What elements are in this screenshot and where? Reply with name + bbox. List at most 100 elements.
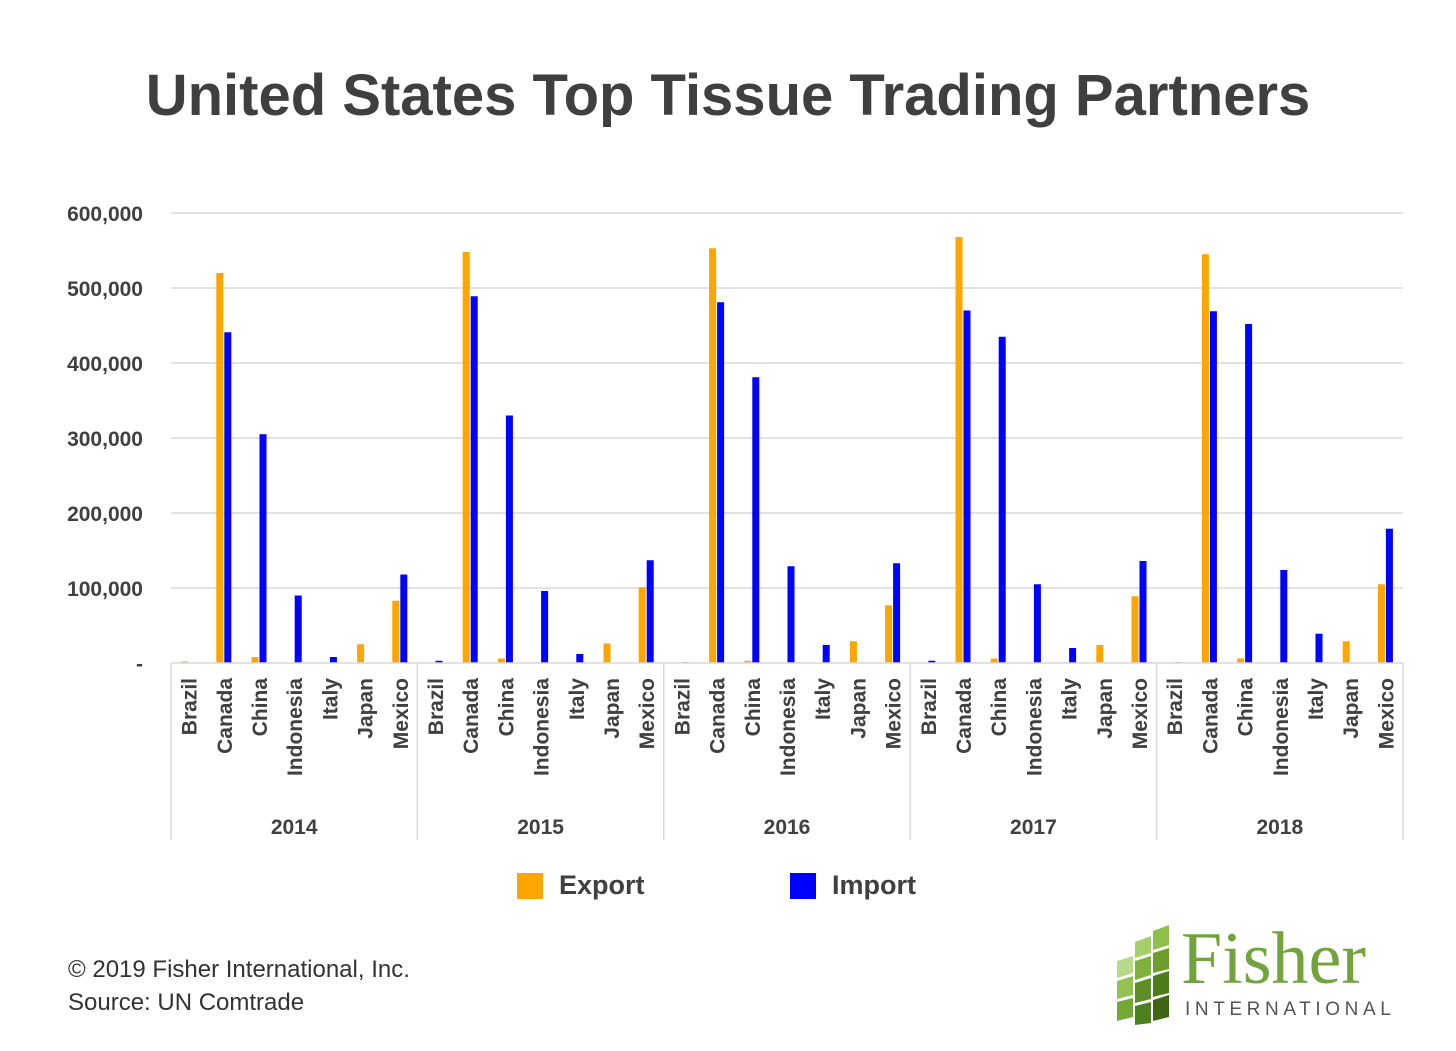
bar-import (717, 302, 725, 663)
x-category-label: Mexico (883, 678, 906, 749)
x-category-label: Brazil (425, 678, 448, 735)
x-category-label: Japan (847, 678, 870, 739)
x-category-label: China (1235, 678, 1258, 737)
x-category-label: Italy (1305, 678, 1328, 720)
x-category-label: Italy (319, 678, 342, 720)
y-tick-label: 300,000 (67, 428, 143, 451)
x-category-label: Indonesia (777, 678, 800, 776)
fisher-logo-mark-icon (1117, 925, 1169, 1025)
bar-import (752, 377, 760, 663)
bar-export (216, 273, 224, 663)
bars (181, 237, 1393, 663)
bar-import (576, 654, 584, 663)
fisher-logo: Fisher INTERNATIONAL (1115, 919, 1415, 1025)
gridlines (171, 212, 1403, 589)
bar-import (1209, 311, 1217, 663)
x-group-label: 2016 (764, 816, 811, 839)
x-category-label: China (742, 678, 765, 737)
x-category-label: Canada (707, 678, 730, 754)
logo-subtitle: INTERNATIONAL (1185, 999, 1396, 1020)
x-category-label: Japan (1340, 678, 1363, 739)
legend-swatch-export (517, 872, 543, 899)
x-group-label: 2018 (1256, 816, 1303, 839)
bar-import (928, 660, 936, 663)
footer: © 2019 Fisher International, Inc. Source… (68, 953, 410, 1019)
x-category-label: Indonesia (531, 678, 554, 776)
y-tick-label: 200,000 (67, 503, 143, 526)
x-group-label: 2017 (1010, 816, 1057, 839)
copyright-text: © 2019 Fisher International, Inc. (68, 956, 410, 983)
legend-item-export: Export (517, 870, 645, 901)
bar-import (1069, 648, 1077, 663)
bar-export (1131, 596, 1139, 663)
bar-import (259, 434, 267, 663)
x-category-label: Indonesia (1023, 678, 1046, 776)
bar-export (497, 658, 505, 663)
bar-import (893, 563, 901, 663)
bar-import (787, 566, 795, 663)
bar-import (541, 591, 549, 663)
source-text: Source: UN Comtrade (68, 989, 305, 1016)
bar-export (357, 644, 365, 663)
y-tick-label: - (136, 653, 143, 676)
x-category-label: Mexico (1129, 678, 1152, 749)
x-category-label: China (988, 678, 1011, 737)
x-category-label: Brazil (1164, 678, 1187, 735)
x-category-label: Canada (953, 678, 976, 754)
bar-import (1033, 584, 1041, 663)
x-category-label: China (249, 678, 272, 737)
bar-import (329, 657, 337, 663)
x-category-label: Canada (460, 678, 483, 754)
bar-export (709, 248, 717, 663)
x-category-label: Mexico (390, 678, 413, 749)
x-category-label: Italy (566, 678, 589, 720)
y-tick-label: 500,000 (67, 278, 143, 301)
bar-export (955, 237, 963, 663)
bar-import (998, 336, 1006, 663)
bar-export (1237, 658, 1245, 663)
bar-export (1096, 645, 1104, 663)
y-axis-tick-labels: - 100,000 200,000 300,000 400,000 500,000 600,… (67, 203, 143, 676)
x-axis-category-labels: Brazil Canada China Indonesia Italy Japan Mexi… (179, 678, 1399, 776)
y-tick-label: 400,000 (67, 353, 143, 376)
bar-export (744, 660, 752, 663)
x-category-label: Canada (1199, 678, 1222, 754)
bar-export (638, 587, 646, 663)
x-axis-group-labels: 2014 2015 2016 2017 2018 (271, 816, 1304, 839)
bar-import (822, 645, 830, 663)
bar-import (1245, 324, 1253, 663)
x-category-label: Japan (601, 678, 624, 739)
y-tick-label: 100,000 (67, 578, 143, 601)
bar-import (435, 660, 443, 663)
bar-import (1315, 633, 1323, 663)
logo-wordmark: Fisher (1181, 918, 1366, 1000)
bar-import (646, 560, 654, 663)
bar-import (1280, 570, 1288, 663)
bar-import (1139, 561, 1147, 663)
bar-export (1342, 641, 1350, 663)
legend-label-export: Export (559, 870, 645, 900)
bar-import (400, 574, 408, 663)
bar-export (392, 600, 400, 663)
bar-import (963, 310, 971, 663)
x-category-label: Indonesia (284, 678, 307, 776)
x-category-label: Japan (355, 678, 378, 739)
bar-import (294, 595, 302, 663)
bar-export (1201, 254, 1209, 663)
x-category-label: Brazil (918, 678, 941, 735)
bar-import (470, 296, 478, 663)
bar-export (885, 605, 893, 663)
x-category-label: Mexico (1375, 678, 1398, 749)
x-category-label: Italy (1059, 678, 1082, 720)
x-group-label: 2014 (271, 816, 318, 839)
legend: Export Import (0, 870, 1456, 910)
bar-export (1377, 584, 1385, 663)
y-tick-label: 600,000 (67, 203, 143, 226)
bar-export (849, 641, 857, 663)
x-category-label: Brazil (671, 678, 694, 735)
x-group-label: 2015 (517, 816, 564, 839)
chart-title: United States Top Tissue Trading Partner… (145, 63, 1311, 128)
x-axis (170, 662, 1404, 840)
bar-import (1385, 528, 1393, 663)
